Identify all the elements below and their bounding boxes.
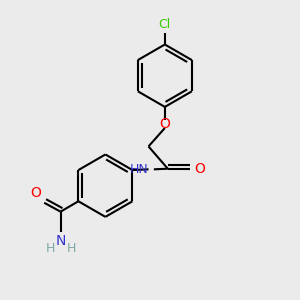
Text: H: H <box>67 242 76 255</box>
Text: HN: HN <box>130 163 148 176</box>
Text: O: O <box>30 186 40 200</box>
Text: Cl: Cl <box>159 18 171 31</box>
Text: N: N <box>56 234 66 248</box>
Text: O: O <box>195 162 206 176</box>
Text: O: O <box>159 117 170 131</box>
Text: H: H <box>46 242 55 255</box>
